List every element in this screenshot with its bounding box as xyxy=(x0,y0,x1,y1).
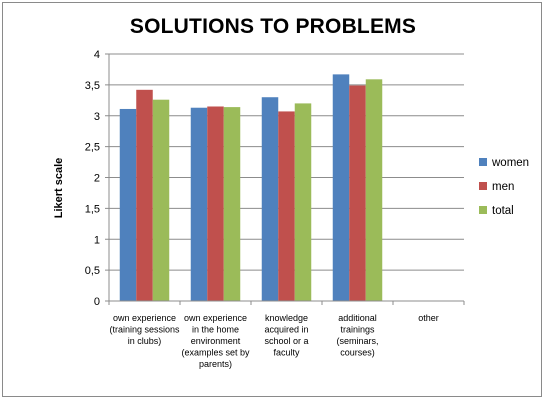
bar-total xyxy=(294,103,312,302)
legend: women men total xyxy=(479,157,529,217)
x-category-label: (examples set by xyxy=(181,348,250,358)
y-tick-label: 0 xyxy=(94,296,100,308)
x-category-label: environment xyxy=(191,336,241,346)
x-category-label: knowledge xyxy=(265,313,308,323)
y-tick-label: 4 xyxy=(94,49,100,61)
y-tick-label: 1,5 xyxy=(85,203,100,215)
x-category-label: own experience xyxy=(113,313,176,323)
y-tick-labels: 0 0,5 1 1,5 2 2,5 3 3,5 4 xyxy=(85,49,100,308)
x-category-label: acquired in xyxy=(264,325,308,335)
bar-women xyxy=(190,107,208,301)
x-category-label: in the home xyxy=(192,325,239,335)
legend-swatch-total xyxy=(479,206,487,214)
legend-swatch-women xyxy=(479,158,487,166)
bar-total xyxy=(223,107,241,301)
y-tick-label: 2,5 xyxy=(85,142,100,154)
y-tick-label: 0,5 xyxy=(85,265,100,277)
x-category-label: faculty xyxy=(273,348,300,358)
x-category-label: (seminars, xyxy=(336,336,378,346)
x-category-label: courses) xyxy=(340,348,375,358)
y-axis-label: Likert scale xyxy=(53,158,65,219)
bar-total xyxy=(152,99,170,301)
bars xyxy=(119,74,383,302)
bar-women xyxy=(261,97,279,301)
y-tick-label: 3 xyxy=(94,111,100,123)
x-category-label: additional xyxy=(338,313,377,323)
x-category-label: other xyxy=(418,313,439,323)
x-category-label: own experience xyxy=(184,313,247,323)
x-category-label: trainings xyxy=(340,325,375,335)
bar-total xyxy=(365,79,383,301)
bar-men xyxy=(207,106,224,301)
x-category-label: (training sessions xyxy=(109,325,180,335)
legend-label-men: men xyxy=(492,181,514,193)
bar-men xyxy=(278,111,295,302)
bar-women xyxy=(119,108,137,302)
chart-title: SOLUTIONS TO PROBLEMS xyxy=(129,15,417,38)
legend-swatch-men xyxy=(479,182,487,190)
y-tick-label: 1 xyxy=(94,234,100,246)
x-category-label: in clubs) xyxy=(128,336,162,346)
legend-label-women: women xyxy=(491,157,529,169)
y-tick-label: 2 xyxy=(94,173,100,185)
bar-women xyxy=(332,74,350,301)
bar-men xyxy=(349,85,366,302)
x-category-label: parents) xyxy=(199,359,232,369)
legend-label-total: total xyxy=(492,205,514,217)
x-category-label: school or a xyxy=(264,336,308,346)
axes xyxy=(108,54,465,305)
bar-men xyxy=(136,89,153,301)
y-tick-label: 3,5 xyxy=(85,80,100,92)
